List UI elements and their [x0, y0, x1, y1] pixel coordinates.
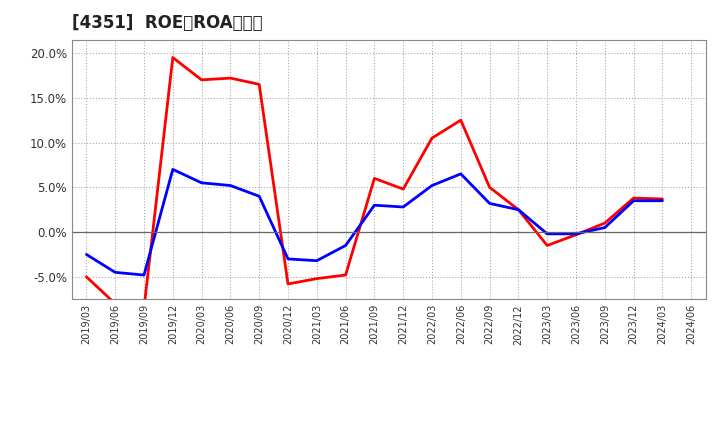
ROE	[658, 196, 667, 202]
Line: ROE: ROE	[86, 58, 662, 308]
ROA	[629, 198, 638, 203]
ROE	[284, 281, 292, 286]
ROE	[399, 187, 408, 192]
ROA	[197, 180, 206, 186]
ROE	[572, 232, 580, 238]
ROA	[572, 231, 580, 236]
ROE	[255, 82, 264, 87]
ROE	[485, 185, 494, 190]
ROA	[600, 225, 609, 230]
ROA	[456, 171, 465, 176]
ROE	[629, 195, 638, 201]
ROE	[168, 55, 177, 60]
ROE	[370, 176, 379, 181]
ROE	[140, 305, 148, 311]
ROA	[485, 201, 494, 206]
ROA	[226, 183, 235, 188]
ROA	[658, 198, 667, 203]
ROA	[370, 202, 379, 208]
ROE	[312, 276, 321, 281]
ROE	[514, 207, 523, 213]
ROA	[255, 194, 264, 199]
ROA	[140, 272, 148, 278]
ROE	[428, 136, 436, 141]
ROE	[341, 272, 350, 278]
ROE	[111, 301, 120, 306]
ROA	[514, 207, 523, 213]
ROE	[600, 220, 609, 226]
ROA	[543, 231, 552, 236]
Line: ROA: ROA	[86, 169, 662, 275]
ROA	[428, 183, 436, 188]
ROA	[168, 167, 177, 172]
ROE	[82, 274, 91, 279]
ROE	[197, 77, 206, 83]
ROA	[399, 204, 408, 209]
Text: [4351]  ROE、ROAの推移: [4351] ROE、ROAの推移	[72, 15, 263, 33]
ROE	[543, 243, 552, 248]
ROE	[456, 117, 465, 123]
ROA	[284, 256, 292, 261]
ROA	[341, 243, 350, 248]
ROE	[226, 75, 235, 81]
ROA	[312, 258, 321, 264]
ROA	[82, 252, 91, 257]
ROA	[111, 270, 120, 275]
